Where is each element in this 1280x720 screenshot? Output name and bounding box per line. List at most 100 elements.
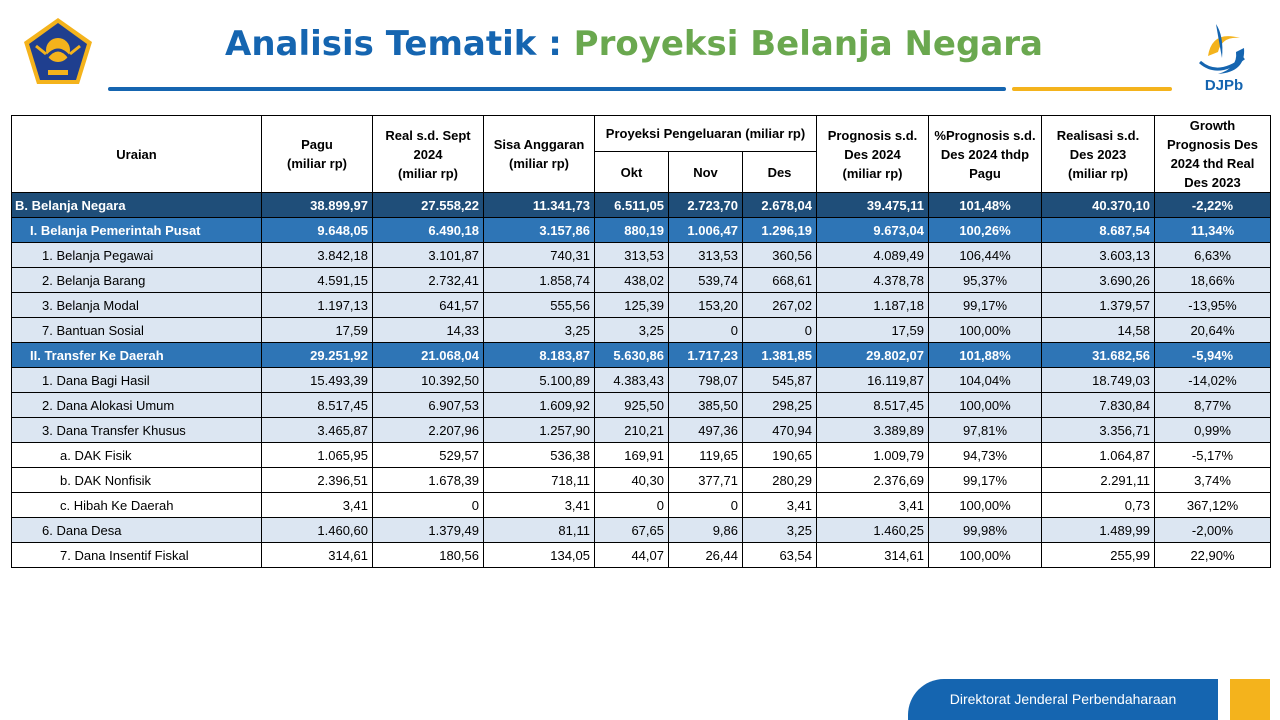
- cell-value: 1.678,39: [372, 467, 484, 493]
- row-label: c. Hibah Ke Daerah: [11, 492, 262, 518]
- cell-value: 470,94: [742, 417, 817, 443]
- row-label: 3. Belanja Modal: [11, 292, 262, 318]
- header-real: Real s.d. Sept 2024 (miliar rp): [372, 115, 484, 193]
- cell-value: 536,38: [483, 442, 595, 468]
- cell-value: 255,99: [1041, 542, 1155, 568]
- table-row: a. DAK Fisik 1.065,95 529,57 536,38 169,91 11…: [11, 442, 1271, 468]
- table-row: 7. Bantuan Sosial 17,59 14,33 3,25 3,25 0 0 17,…: [11, 317, 1271, 343]
- header-realisasi-line3: (miliar rp): [1068, 165, 1128, 181]
- cell-value: 8.687,54: [1041, 217, 1155, 243]
- cell-value: 0: [668, 492, 743, 518]
- cell-value: 38.899,97: [261, 192, 373, 218]
- cell-value: 5.100,89: [483, 367, 595, 393]
- header-growth-line1: Growth: [1189, 118, 1236, 133]
- cell-value: 539,74: [668, 267, 743, 293]
- cell-value: 267,02: [742, 292, 817, 318]
- djpb-logo: DJPb: [1199, 24, 1245, 94]
- cell-value: 6,63%: [1154, 242, 1271, 268]
- row-label: 7. Bantuan Sosial: [11, 317, 262, 343]
- table-row: 1. Dana Bagi Hasil 15.493,39 10.392,50 5.10…: [11, 367, 1271, 393]
- cell-value: 29.251,92: [261, 342, 373, 368]
- table-row: 3. Dana Transfer Khusus 3.465,87 2.207,96 1…: [11, 417, 1271, 443]
- cell-value: 180,56: [372, 542, 484, 568]
- cell-value: 44,07: [594, 542, 669, 568]
- cell-value: 9,86: [668, 517, 743, 543]
- cell-value: 6.907,53: [372, 392, 484, 418]
- header-realisasi: Realisasi s.d. Des 2023 (miliar rp): [1041, 115, 1155, 193]
- cell-value: 668,61: [742, 267, 817, 293]
- cell-value: 17,59: [816, 317, 929, 343]
- table-row: 1. Belanja Pegawai 3.842,18 3.101,87 740,31…: [11, 242, 1271, 268]
- cell-value: 740,31: [483, 242, 595, 268]
- header-sisa-line2: (miliar rp): [509, 156, 569, 171]
- table-row: 3. Belanja Modal 1.197,13 641,57 555,56 125,…: [11, 292, 1271, 318]
- header-pct-line1: %Prognosis s.d.: [934, 127, 1036, 143]
- cell-value: 101,88%: [928, 342, 1042, 368]
- cell-value: 97,81%: [928, 417, 1042, 443]
- cell-value: 40,30: [594, 467, 669, 493]
- cell-value: 3.603,13: [1041, 242, 1155, 268]
- row-label: I. Belanja Pemerintah Pusat: [11, 217, 262, 243]
- cell-value: 100,00%: [928, 392, 1042, 418]
- cell-value: 3.389,89: [816, 417, 929, 443]
- cell-value: 298,25: [742, 392, 817, 418]
- cell-value: 1.064,87: [1041, 442, 1155, 468]
- header-real-line2: 2024: [413, 146, 443, 162]
- cell-value: 17,59: [261, 317, 373, 343]
- cell-value: 100,00%: [928, 492, 1042, 518]
- header-pagu-line1: Pagu: [301, 137, 333, 152]
- table-body: B. Belanja Negara 38.899,97 27.558,22 11.34…: [11, 192, 1271, 568]
- cell-value: 1.858,74: [483, 267, 595, 293]
- cell-value: 545,87: [742, 367, 817, 393]
- row-label: 2. Dana Alokasi Umum: [11, 392, 262, 418]
- cell-value: 125,39: [594, 292, 669, 318]
- table-row: 2. Belanja Barang 4.591,15 2.732,41 1.858,7…: [11, 267, 1271, 293]
- cell-value: 3.356,71: [1041, 417, 1155, 443]
- cell-value: 31.682,56: [1041, 342, 1155, 368]
- cell-value: 4.591,15: [261, 267, 373, 293]
- row-label: 7. Dana Insentif Fiskal: [11, 542, 262, 568]
- cell-value: 9.673,04: [816, 217, 929, 243]
- cell-value: 40.370,10: [1041, 192, 1155, 218]
- cell-value: 3,25: [742, 517, 817, 543]
- cell-value: 641,57: [372, 292, 484, 318]
- cell-value: 1.187,18: [816, 292, 929, 318]
- cell-value: 2.376,69: [816, 467, 929, 493]
- header-prognosis: Prognosis s.d. Des 2024 (miliar rp): [816, 115, 929, 193]
- row-label: 2. Belanja Barang: [11, 267, 262, 293]
- header-sisa: Sisa Anggaran (miliar rp): [483, 115, 595, 193]
- header-pagu-line2: (miliar rp): [287, 156, 347, 171]
- cell-value: 15.493,39: [261, 367, 373, 393]
- cell-value: 5.630,86: [594, 342, 669, 368]
- cell-value: 313,53: [668, 242, 743, 268]
- header-pct-prognosis: %Prognosis s.d. Des 2024 thdp Pagu: [928, 115, 1042, 193]
- header-realisasi-line2: Des 2023: [1069, 146, 1127, 162]
- cell-value: 2.678,04: [742, 192, 817, 218]
- cell-value: 100,00%: [928, 317, 1042, 343]
- cell-value: 99,17%: [928, 292, 1042, 318]
- cell-value: 4.383,43: [594, 367, 669, 393]
- cell-value: 190,65: [742, 442, 817, 468]
- cell-value: 119,65: [668, 442, 743, 468]
- cell-value: 95,37%: [928, 267, 1042, 293]
- cell-value: 210,21: [594, 417, 669, 443]
- cell-value: 3.465,87: [261, 417, 373, 443]
- row-label: 1. Belanja Pegawai: [11, 242, 262, 268]
- table-row: II. Transfer Ke Daerah 29.251,92 21.068,04…: [11, 342, 1271, 368]
- cell-value: 385,50: [668, 392, 743, 418]
- cell-value: 81,11: [483, 517, 595, 543]
- cell-value: 11.341,73: [483, 192, 595, 218]
- cell-value: 360,56: [742, 242, 817, 268]
- cell-value: 3.101,87: [372, 242, 484, 268]
- footer-organization: Direktorat Jenderal Perbendaharaan: [908, 679, 1218, 720]
- cell-value: 3,25: [483, 317, 595, 343]
- cell-value: 14,58: [1041, 317, 1155, 343]
- page-title: Analisis Tematik : Proyeksi Belanja Nega…: [0, 24, 1268, 64]
- cell-value: 0: [372, 492, 484, 518]
- proyeksi-table: Uraian Pagu (miliar rp) Real s.d. Sept 2…: [11, 114, 1271, 568]
- cell-value: 2.732,41: [372, 267, 484, 293]
- cell-value: 1.379,57: [1041, 292, 1155, 318]
- cell-value: 3,41: [261, 492, 373, 518]
- row-label: 3. Dana Transfer Khusus: [11, 417, 262, 443]
- cell-value: 101,48%: [928, 192, 1042, 218]
